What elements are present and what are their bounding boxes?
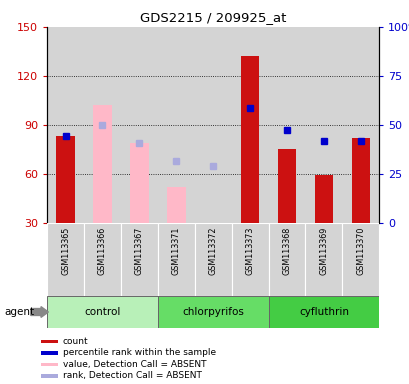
Bar	[47, 296, 157, 328]
Text: control: control	[84, 307, 120, 317]
Bar	[93, 105, 111, 223]
Text: GSM113372: GSM113372	[208, 227, 217, 275]
Bar	[121, 223, 157, 296]
Text: agent: agent	[4, 307, 34, 317]
Text: GSM113365: GSM113365	[61, 227, 70, 275]
Bar	[157, 223, 194, 296]
Bar	[194, 27, 231, 223]
Bar	[268, 223, 305, 296]
Bar	[157, 296, 268, 328]
Bar	[231, 223, 268, 296]
Bar	[167, 187, 185, 223]
Bar	[41, 340, 58, 343]
Text: GSM113369: GSM113369	[319, 227, 328, 275]
Bar	[41, 363, 58, 366]
Text: GSM113366: GSM113366	[98, 227, 107, 275]
Bar	[41, 374, 58, 377]
Bar	[305, 223, 342, 296]
Bar	[130, 143, 148, 223]
Text: cyfluthrin: cyfluthrin	[298, 307, 348, 317]
Bar	[157, 27, 194, 223]
Text: GSM113370: GSM113370	[355, 227, 364, 275]
Bar	[56, 136, 74, 223]
Bar	[41, 351, 58, 355]
Text: chlorpyrifos: chlorpyrifos	[182, 307, 243, 317]
Bar	[84, 27, 121, 223]
Text: GSM113367: GSM113367	[135, 227, 144, 275]
Bar	[194, 223, 231, 296]
Text: value, Detection Call = ABSENT: value, Detection Call = ABSENT	[63, 359, 206, 369]
Bar	[121, 27, 157, 223]
Text: GSM113373: GSM113373	[245, 227, 254, 275]
Bar	[305, 27, 342, 223]
Bar	[240, 56, 258, 223]
Bar	[277, 149, 295, 223]
Bar	[268, 27, 305, 223]
Bar	[351, 138, 369, 223]
Bar	[268, 296, 378, 328]
Bar	[231, 27, 268, 223]
Text: rank, Detection Call = ABSENT: rank, Detection Call = ABSENT	[63, 371, 201, 380]
Text: percentile rank within the sample: percentile rank within the sample	[63, 348, 215, 357]
Bar	[342, 223, 378, 296]
Title: GDS2215 / 209925_at: GDS2215 / 209925_at	[139, 11, 286, 24]
Text: GSM113368: GSM113368	[282, 227, 291, 275]
Bar	[342, 27, 378, 223]
Text: GSM113371: GSM113371	[171, 227, 180, 275]
Bar	[314, 175, 332, 223]
Bar	[47, 223, 84, 296]
Bar	[47, 27, 84, 223]
Bar	[84, 223, 121, 296]
Text: count: count	[63, 337, 88, 346]
